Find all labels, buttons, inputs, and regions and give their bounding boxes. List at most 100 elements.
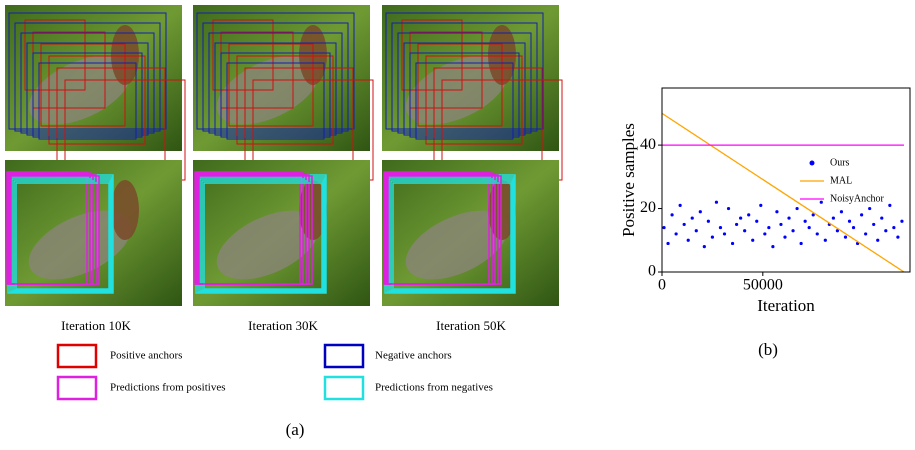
point xyxy=(815,232,819,236)
legend-label: NoisyAnchor xyxy=(830,193,885,204)
point xyxy=(835,229,840,233)
anchor-box xyxy=(403,42,526,136)
pred-box xyxy=(13,180,111,291)
point xyxy=(771,245,775,249)
anchor-box xyxy=(8,12,167,130)
point xyxy=(847,219,852,223)
legend-label: Predictions from negatives xyxy=(375,382,493,394)
point xyxy=(787,216,791,220)
y-tick-label: 40 xyxy=(640,136,656,153)
pred-box xyxy=(387,175,502,285)
x-axis-title: Iteration xyxy=(757,296,815,315)
anchor-box xyxy=(196,12,355,130)
pred-box xyxy=(203,182,323,290)
point xyxy=(706,219,710,223)
point xyxy=(864,232,868,236)
legend-label: Predictions from positives xyxy=(110,382,226,394)
captions: Iteration 10K Iteration 30K Iteration 50… xyxy=(61,318,506,333)
anchor-box xyxy=(202,22,349,132)
pred-box xyxy=(201,180,324,291)
photo-grid xyxy=(5,5,563,306)
point xyxy=(714,200,719,204)
pred-box xyxy=(10,175,100,285)
plot-frame xyxy=(661,87,911,273)
point xyxy=(726,206,731,211)
point xyxy=(823,238,827,242)
anchor-box xyxy=(385,12,544,130)
anchor-box xyxy=(214,42,337,136)
point xyxy=(678,203,682,207)
point xyxy=(767,225,771,230)
legend-label: Ours xyxy=(830,157,850,168)
legend-swatch xyxy=(323,343,365,369)
y-tick-label: 20 xyxy=(640,199,656,216)
point xyxy=(811,213,815,217)
point xyxy=(755,219,759,223)
point xyxy=(751,238,755,242)
legend-label: Negative anchors xyxy=(375,350,452,362)
point xyxy=(698,210,702,214)
legend-swatch xyxy=(56,375,98,401)
y-axis-title: Positive samples xyxy=(619,123,638,237)
point xyxy=(666,241,670,246)
point xyxy=(884,229,888,233)
point xyxy=(876,238,880,242)
anchor-box xyxy=(208,32,343,134)
point xyxy=(759,203,763,207)
legend-swatch xyxy=(809,160,815,166)
pred-box xyxy=(15,182,110,290)
anchor-box xyxy=(401,19,463,91)
anchor-box xyxy=(24,19,86,91)
point xyxy=(775,210,779,214)
anchor-box xyxy=(32,52,143,138)
point xyxy=(803,219,807,223)
point xyxy=(896,235,900,239)
legend-label: MAL xyxy=(830,175,852,186)
anchor-box xyxy=(397,32,532,134)
pred-box xyxy=(199,178,325,292)
point xyxy=(839,210,844,214)
point xyxy=(783,235,787,239)
point xyxy=(843,235,848,239)
point xyxy=(888,203,892,207)
point xyxy=(779,222,783,227)
point xyxy=(860,213,864,217)
y-tick-label: 0 xyxy=(648,263,656,280)
cat xyxy=(28,210,132,280)
caption: Iteration 50K xyxy=(436,318,506,333)
point xyxy=(670,213,674,217)
point xyxy=(851,225,856,230)
point xyxy=(799,241,803,246)
panel-label: (a) xyxy=(286,420,305,439)
point xyxy=(831,216,835,220)
anchor-box xyxy=(14,22,161,132)
anchor-box xyxy=(212,19,274,91)
point xyxy=(900,219,904,223)
point xyxy=(718,225,723,230)
point xyxy=(892,225,896,230)
point xyxy=(880,216,884,220)
anchor-box xyxy=(415,62,514,140)
pred-box xyxy=(392,182,512,290)
pred-box xyxy=(198,175,313,285)
anchor-box xyxy=(48,55,146,145)
pred-box xyxy=(390,180,513,291)
anchor-box xyxy=(38,62,137,140)
anchor-box xyxy=(228,43,314,127)
point xyxy=(694,229,698,233)
point xyxy=(795,206,799,211)
x-tick-label: 50000 xyxy=(743,277,783,294)
legend-a: Positive anchors Negative anchors Predic… xyxy=(56,343,493,401)
point xyxy=(747,213,751,217)
point xyxy=(710,235,715,239)
point xyxy=(686,238,690,242)
point xyxy=(674,232,678,236)
point xyxy=(730,241,735,246)
legend-swatch xyxy=(56,343,98,369)
anchor-box xyxy=(26,42,149,136)
point xyxy=(702,245,706,249)
point xyxy=(690,216,694,220)
point xyxy=(763,232,767,236)
anchor-box xyxy=(425,55,523,145)
